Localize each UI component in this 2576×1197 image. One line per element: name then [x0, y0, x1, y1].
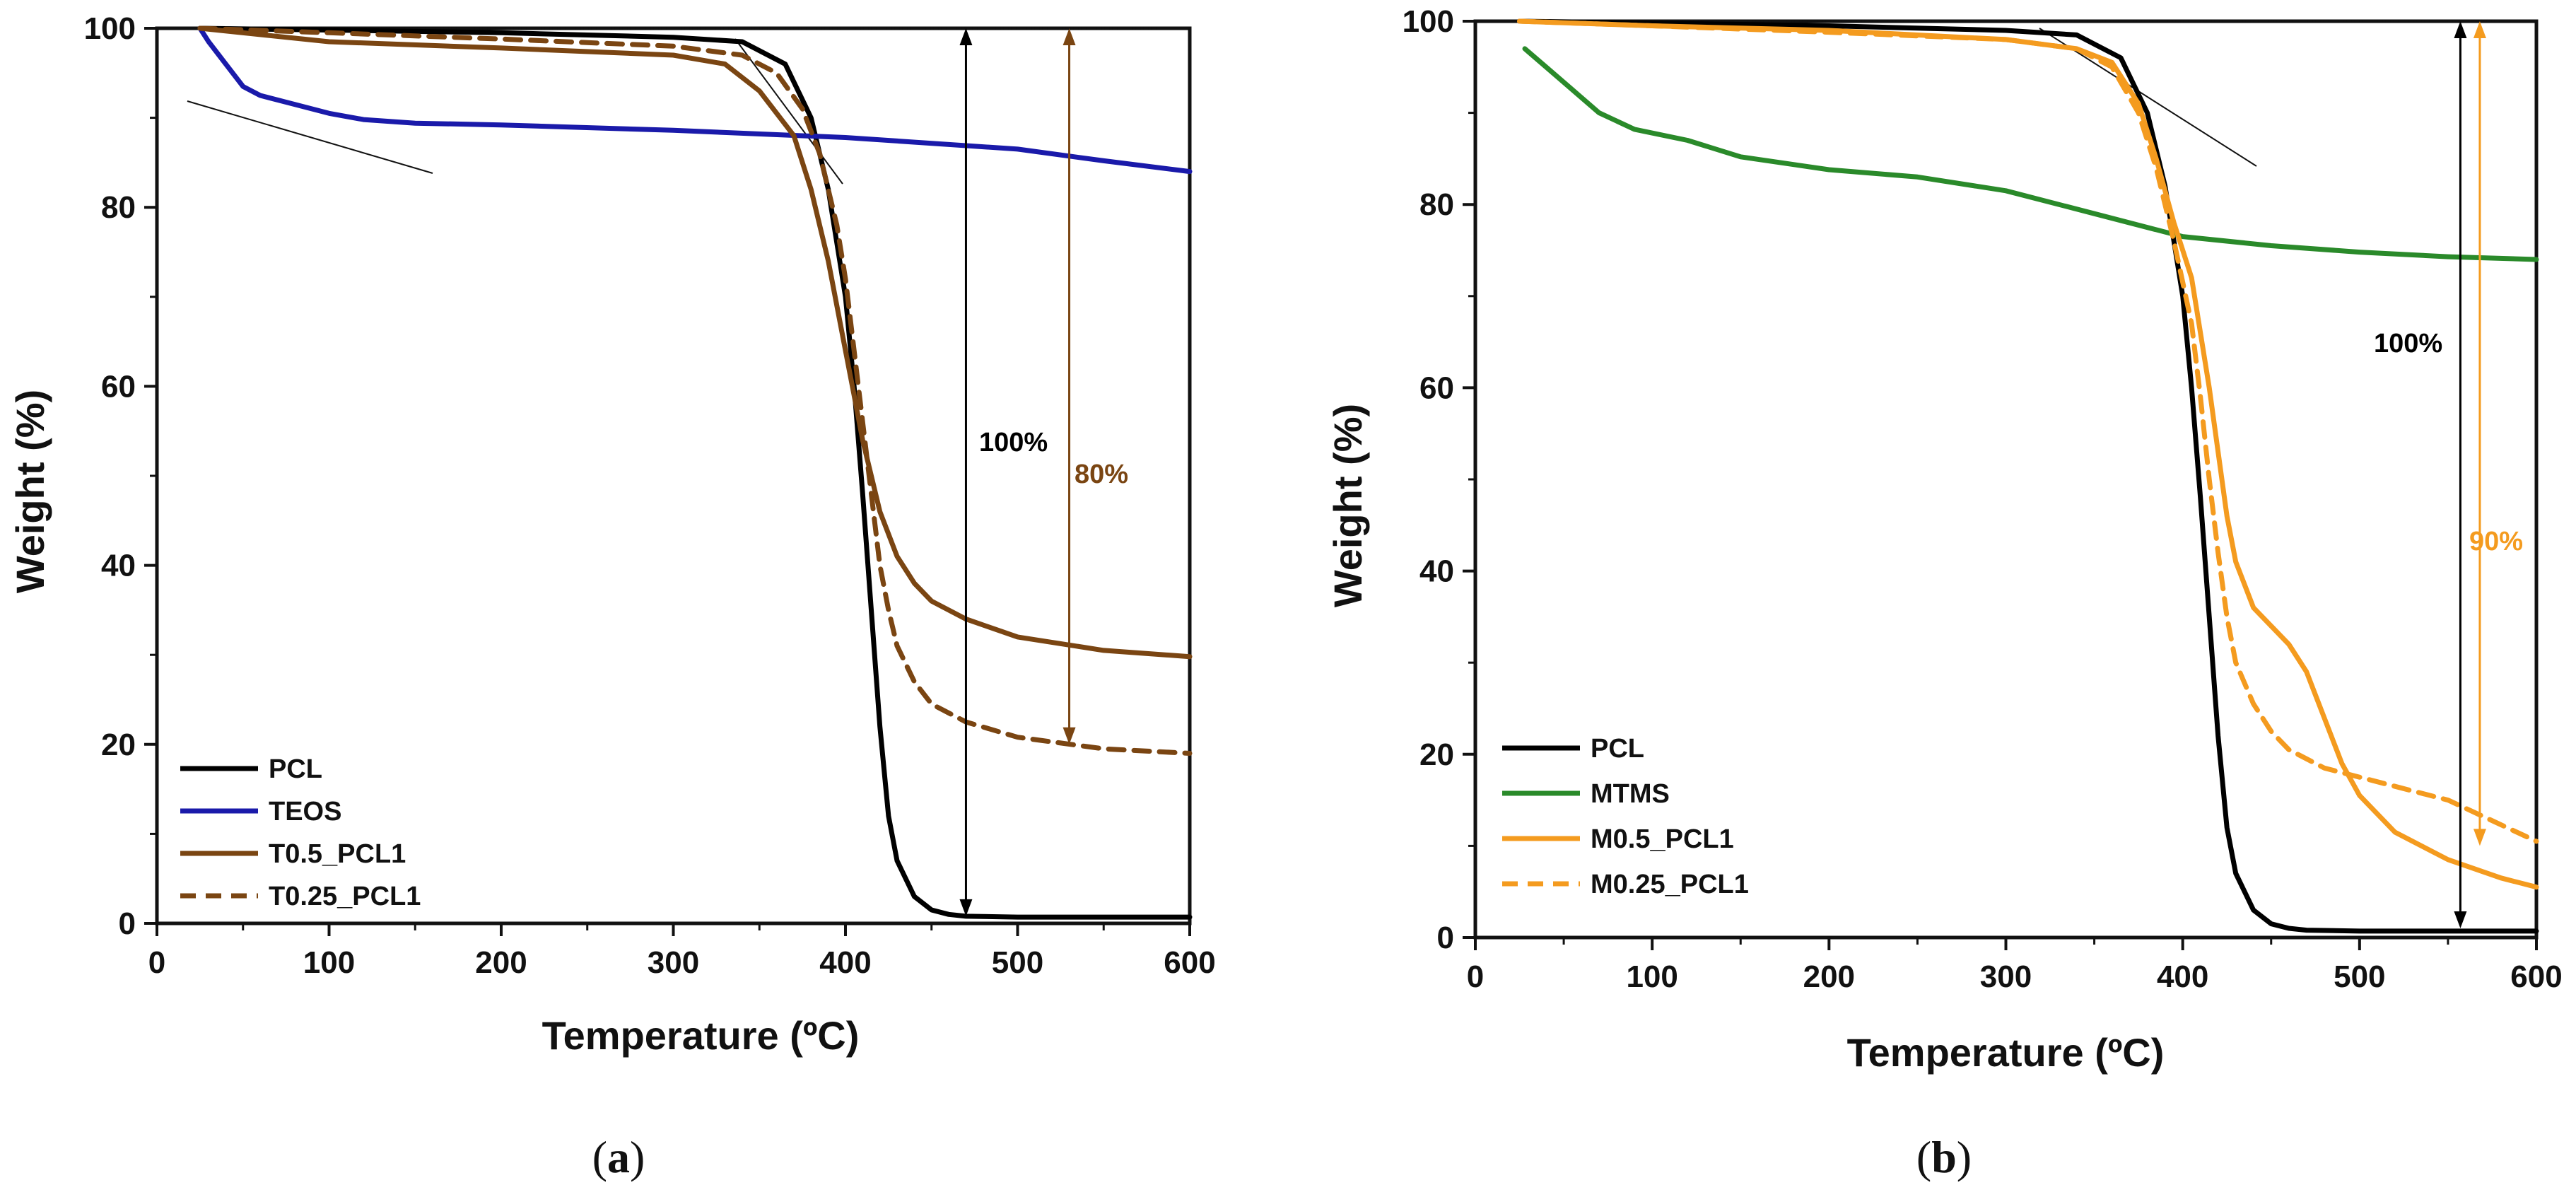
panel-a-annotation-0-arrowhead-top — [959, 28, 973, 45]
panel-a: Temperature (ºC) Weight (%) (a) 0 100 200 3… — [8, 11, 1216, 1182]
panel-a-legend-label: TEOS — [269, 797, 341, 827]
panel-a-ytick-label: 0 — [119, 906, 136, 941]
panel-b-xtick-label: 300 — [1980, 959, 2032, 994]
panel-b-series-pcl — [1517, 18, 2539, 934]
panel-a-series-teos — [197, 25, 1193, 175]
panel-b-xtick-label: 400 — [2157, 959, 2208, 994]
panel-b-ytick-label: 60 — [1419, 370, 1454, 405]
panel-a-label: (a) — [592, 1132, 645, 1182]
panel-a-annotation-1-arrowhead-bottom — [1062, 727, 1076, 745]
panel-b-series-mtms — [1522, 46, 2539, 262]
panel-a-xtick-label: 400 — [819, 945, 871, 980]
panel-b-legend-label: MTMS — [1591, 779, 1670, 809]
panel-b-label: (b) — [1916, 1132, 1972, 1182]
panel-a-annotation-label: 100% — [979, 428, 1048, 457]
panel-a-ytick-label: 40 — [101, 549, 136, 583]
panel-a-series-pcl — [197, 25, 1193, 920]
panel-b-ytick-label: 40 — [1419, 554, 1454, 589]
panel-a-xtick-label: 0 — [148, 945, 165, 980]
panel-b-annotation-0-arrowhead-bottom — [2454, 911, 2467, 929]
panel-b-annotation-1-arrowhead-top — [2473, 21, 2486, 38]
panel-b-legend-label: PCL — [1591, 734, 1644, 764]
panel-a-onset-tangent-teos — [187, 100, 433, 174]
panel-a-legend-label: T0.5_PCL1 — [269, 839, 406, 869]
panel-b-onset-tangent-pcl — [2039, 28, 2257, 167]
panel-b-series-m0-25-pcl1 — [1517, 18, 2539, 844]
panel-a-ytick-label: 20 — [101, 728, 136, 762]
panel-a-xtick-label: 200 — [475, 945, 527, 980]
panel-a-onset-tangent-pcl — [734, 38, 843, 185]
panel-b-legend-label: M0.5_PCL1 — [1591, 824, 1734, 854]
panel-b-ylabel: Weight (%) — [1325, 404, 1370, 607]
panel-a-series-t0-5-pcl1 — [197, 25, 1193, 660]
panel-a-ytick-label: 60 — [101, 369, 136, 404]
panel-b-ytick-label: 20 — [1419, 737, 1454, 772]
panel-a-annotation-1-arrowhead-top — [1062, 28, 1076, 45]
panel-a-annotation-label: 80% — [1075, 460, 1128, 489]
panel-b-ytick-label: 100 — [1403, 4, 1454, 39]
panel-a-annotation-0-arrowhead-bottom — [959, 899, 973, 916]
panel-b-annotation-1-arrowhead-bottom — [2473, 829, 2486, 846]
panel-b-xlabel: Temperature (ºC) — [1847, 1030, 2165, 1075]
panel-a-ylabel: Weight (%) — [8, 390, 52, 593]
panel-a-xtick-label: 100 — [303, 945, 355, 980]
panel-b-xtick-label: 500 — [2334, 959, 2385, 994]
panel-a-plot-frame — [155, 26, 1192, 926]
panel-a-xtick-label: 300 — [648, 945, 699, 980]
panel-a-legend-label: PCL — [269, 754, 322, 784]
panel-a-ytick-label: 100 — [84, 11, 136, 46]
panel-b-legend-label: M0.25_PCL1 — [1591, 870, 1749, 899]
panel-b-annotation-label: 90% — [2469, 527, 2523, 556]
panel-b-xtick-label: 0 — [1467, 959, 1484, 994]
panel-b-ytick-label: 0 — [1437, 921, 1454, 955]
panel-b-xtick-label: 200 — [1803, 959, 1855, 994]
panel-a-ytick-label: 80 — [101, 190, 136, 225]
panel-b-annotation-0-arrowhead-top — [2454, 21, 2467, 38]
panel-b-xtick-label: 600 — [2510, 959, 2562, 994]
panel-a-xlabel: Temperature (ºC) — [542, 1013, 860, 1058]
panel-b-ytick-label: 80 — [1419, 187, 1454, 222]
panel-a-legend-label: T0.25_PCL1 — [269, 882, 421, 911]
panel-a-xtick-label: 500 — [992, 945, 1043, 980]
panel-a-xtick-label: 600 — [1164, 945, 1215, 980]
panel-b-xtick-label: 100 — [1626, 959, 1678, 994]
panel-b-series-m0-5-pcl1 — [1517, 18, 2539, 890]
panel-b-annotation-label: 100% — [2374, 329, 2442, 358]
panel-b: Temperature (ºC) Weight (%) (b) 0 100 200 3… — [1325, 4, 2563, 1182]
panel-a-series-t0-25-pcl1 — [197, 25, 1193, 756]
